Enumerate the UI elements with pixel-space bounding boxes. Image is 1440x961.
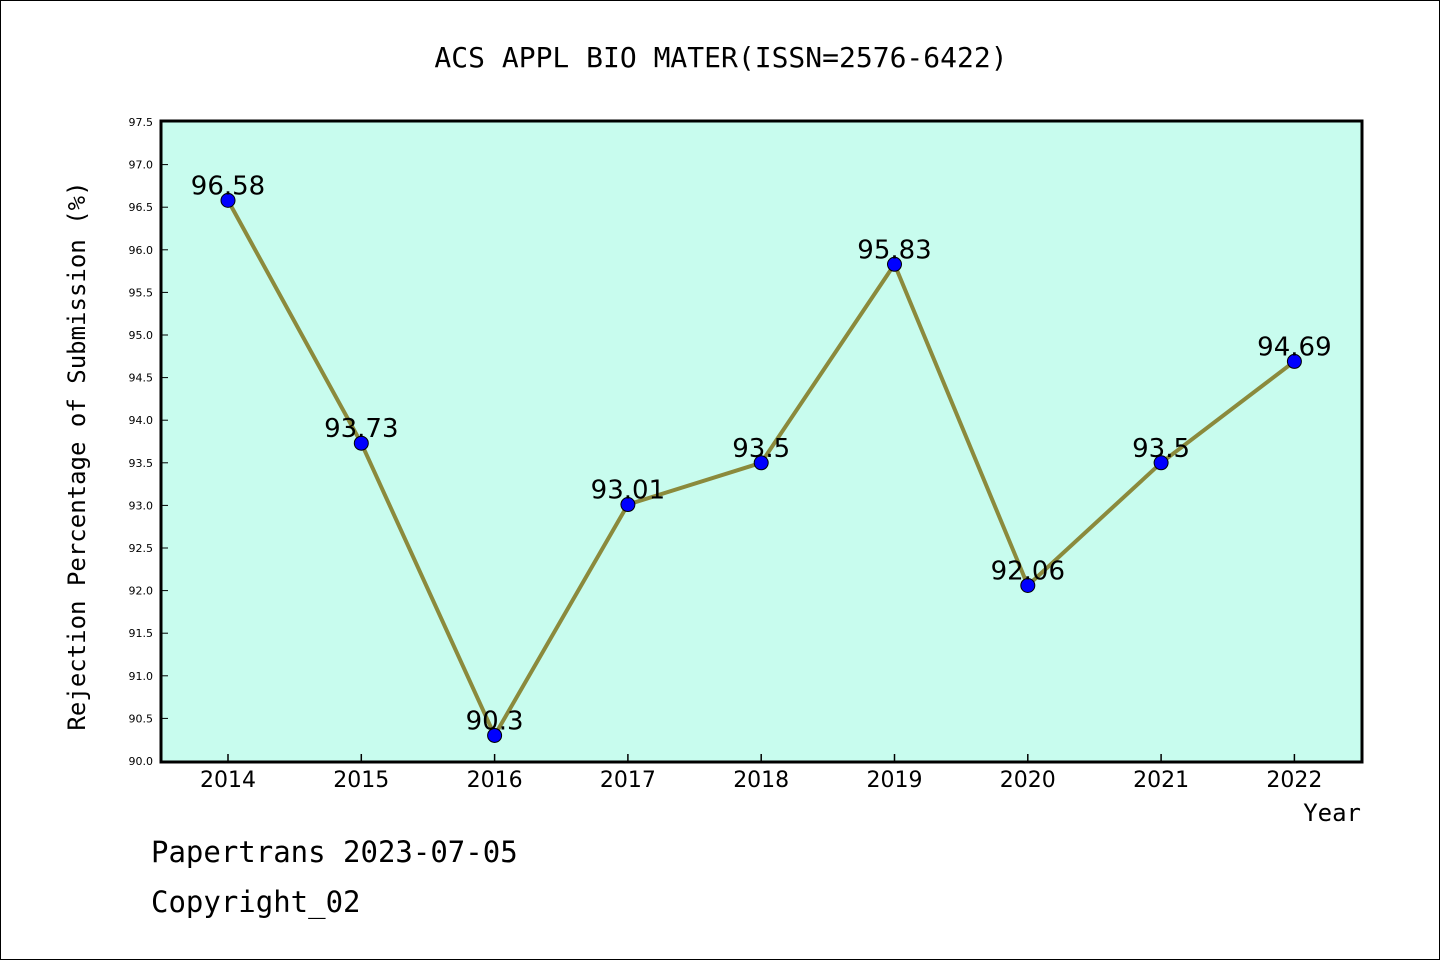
x-tick-label: 2017 (600, 768, 656, 793)
data-point (220, 192, 236, 208)
data-point (487, 727, 503, 743)
data-label: 94.69 (1257, 332, 1331, 362)
x-axis: 2014 2015 2016 2017 2018 2019 2020 2021 2022 (200, 754, 1322, 793)
y-tick-label: 90.5 (129, 712, 154, 725)
y-tick-label: 92.5 (129, 542, 154, 555)
y-axis: 90.0 90.5 91.0 91.5 92.0 92.5 93.0 93.5 94.0 94.5… (129, 116, 168, 768)
x-tick-label: 2016 (467, 768, 523, 793)
data-label: 93.73 (324, 414, 398, 444)
y-tick-label: 94.5 (129, 372, 154, 385)
data-label: 93.5 (732, 434, 790, 464)
data-label: 93.5 (1132, 434, 1190, 464)
chart-title: ACS APPL BIO MATER(ISSN=2576-6422) (434, 41, 1007, 74)
data-label: 95.83 (857, 235, 931, 265)
x-tick-label: 2021 (1133, 768, 1189, 793)
data-label: 90.3 (466, 706, 524, 736)
x-tick-label: 2020 (1000, 768, 1056, 793)
y-tick-label: 92.0 (129, 585, 154, 598)
data-point (1153, 455, 1169, 471)
y-tick-label: 97.0 (129, 159, 154, 172)
x-tick-label: 2019 (867, 768, 923, 793)
y-tick-label: 97.5 (129, 116, 154, 129)
x-axis-title: Year (1303, 799, 1361, 827)
y-tick-label: 95.5 (129, 286, 154, 299)
data-point (1020, 577, 1036, 593)
x-tick-label: 2014 (200, 768, 256, 793)
x-tick-label: 2015 (333, 768, 389, 793)
data-point (620, 497, 636, 513)
y-tick-label: 91.0 (129, 670, 154, 683)
data-point (1286, 353, 1302, 369)
y-tick-label: 94.0 (129, 414, 154, 427)
data-point (753, 455, 769, 471)
y-tick-label: 96.5 (129, 201, 154, 214)
y-tick-label: 96.0 (129, 244, 154, 257)
y-tick-label: 95.0 (129, 329, 154, 342)
data-label: 96.58 (191, 171, 265, 201)
data-label: 92.06 (991, 556, 1065, 586)
data-labels: 96.58 93.73 90.3 93.01 93.5 95.83 92.06 93.5 94.… (191, 171, 1332, 736)
y-axis-title: Rejection Percentage of Submission (%) (63, 181, 91, 730)
x-tick-label: 2022 (1266, 768, 1322, 793)
y-tick-label: 90.0 (129, 755, 154, 768)
y-tick-label: 91.5 (129, 627, 154, 640)
y-tick-label: 93.5 (129, 457, 154, 470)
data-point (887, 256, 902, 272)
data-markers (220, 192, 1302, 743)
x-tick-label: 2018 (733, 768, 789, 793)
data-label: 93.01 (591, 476, 665, 506)
y-tick-label: 93.0 (129, 499, 154, 512)
footer-copyright: Copyright_02 (151, 885, 361, 919)
data-point (353, 435, 369, 451)
footer-date: Papertrans 2023-07-05 (151, 835, 518, 869)
